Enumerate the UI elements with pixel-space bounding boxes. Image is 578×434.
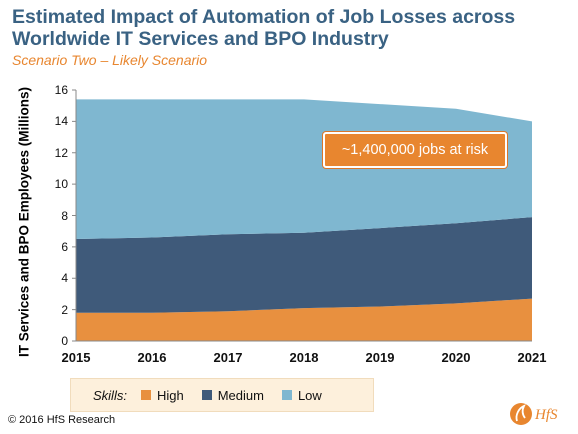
legend-swatch-high — [140, 390, 151, 400]
y-tick-label: 14 — [54, 114, 68, 129]
legend-item-low: Low — [281, 387, 322, 403]
area-high — [76, 298, 532, 341]
hfs-logo-icon: HfS — [510, 403, 558, 425]
x-tick-label: 2018 — [289, 350, 319, 365]
legend-item-medium: Medium — [201, 387, 264, 403]
y-tick-label: 4 — [61, 271, 68, 286]
jobs-at-risk-callout: ~1,400,000 jobs at risk — [323, 132, 507, 168]
chart-title: Estimated Impact of Automation of Job Lo… — [12, 6, 516, 50]
x-tick-label: 2020 — [441, 350, 471, 365]
x-tick-label: 2015 — [61, 350, 91, 365]
x-tick-label: 2017 — [213, 350, 243, 365]
legend-swatch-medium — [201, 390, 212, 400]
legend-text-low: Low — [297, 387, 322, 403]
y-tick-label: 12 — [54, 145, 68, 160]
copyright-footer: © 2016 HfS Research — [8, 414, 116, 426]
x-tick-label: 2019 — [365, 350, 395, 365]
legend-text-high: High — [156, 387, 184, 403]
legend-swatch-low — [281, 390, 292, 400]
logo-text: HfS — [534, 407, 558, 423]
y-axis-title: IT Services and BPO Employees (Millions) — [16, 86, 32, 358]
legend: Skills: High Medium Low — [70, 378, 374, 412]
y-tick-label: 8 — [61, 208, 68, 223]
y-tick-label: 0 — [61, 334, 68, 348]
x-tick-label: 2021 — [517, 350, 547, 365]
y-tick-label: 2 — [61, 302, 68, 317]
x-tick-label: 2016 — [137, 350, 167, 365]
y-tick-label: 6 — [61, 239, 68, 254]
y-tick-label: 16 — [54, 83, 68, 97]
area-low — [76, 99, 532, 240]
chart-subtitle: Scenario Two – Likely Scenario — [12, 52, 208, 68]
legend-item-high: High — [140, 387, 184, 403]
y-tick-label: 10 — [54, 177, 68, 192]
legend-text-medium: Medium — [217, 387, 264, 403]
legend-label: Skills: — [93, 387, 127, 403]
area-medium — [76, 217, 532, 313]
